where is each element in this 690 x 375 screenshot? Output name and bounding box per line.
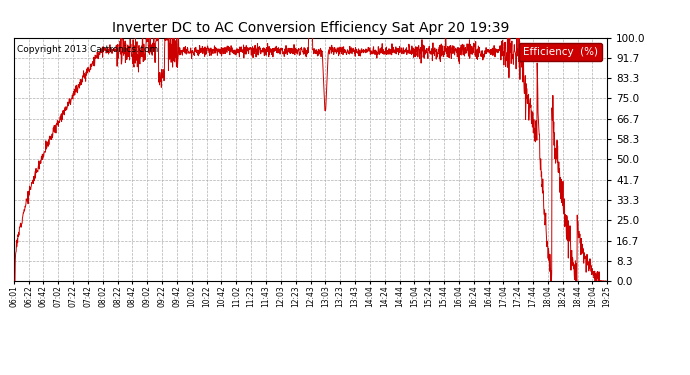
Title: Inverter DC to AC Conversion Efficiency Sat Apr 20 19:39: Inverter DC to AC Conversion Efficiency … — [112, 21, 509, 35]
Legend: Efficiency  (%): Efficiency (%) — [519, 43, 602, 61]
Text: Copyright 2013 Cartronics.com: Copyright 2013 Cartronics.com — [17, 45, 158, 54]
